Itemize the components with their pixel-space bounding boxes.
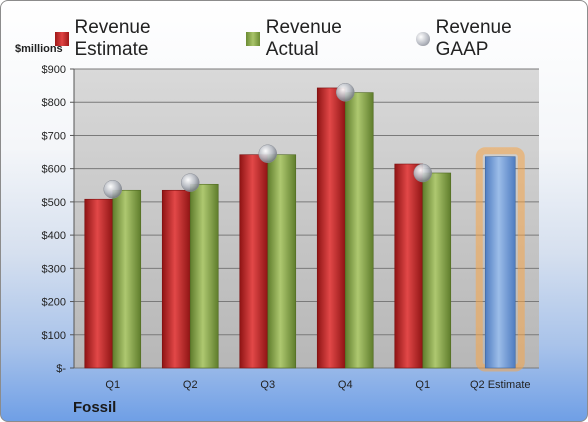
legend-swatch-revenue-actual (246, 32, 260, 46)
y-tick-label: $300 (42, 263, 66, 275)
bar-revenue-actual (112, 189, 142, 369)
x-axis-ticks: Q1 Q2 Q3 Q4 Q1 Q2 Estimate (105, 379, 530, 391)
legend-item-revenue-actual: Revenue Actual (246, 17, 394, 61)
legend-swatch-revenue-estimate (55, 32, 69, 46)
bar-revenue-actual (344, 92, 374, 369)
bar-revenue-estimate (161, 189, 191, 369)
marker-revenue-gaap (336, 83, 355, 102)
company-name: Fossil (73, 399, 117, 416)
grid-lines (70, 68, 539, 369)
bar-revenue-estimate (239, 154, 269, 369)
bar-revenue-actual (422, 172, 452, 369)
legend-label-revenue-gaap: Revenue GAAP (435, 17, 512, 60)
marker-revenue-gaap (103, 180, 122, 199)
x-tick-label: Q1 (105, 379, 120, 391)
y-tick-label: $200 (42, 297, 66, 309)
plot-area-background (74, 69, 539, 368)
chart-legend: Revenue Estimate Revenue Actual Revenue … (55, 17, 587, 61)
y-tick-label: $800 (42, 97, 66, 109)
y-axis-ticks: $- $100 $200 $300 $400 $500 $600 $700 $800 $900 (42, 64, 67, 375)
y-tick-label: $900 (42, 64, 66, 76)
legend-label-revenue-actual: Revenue Actual (265, 17, 342, 60)
y-tick-label: $- (56, 363, 66, 375)
x-tick-label: Q3 (260, 379, 275, 391)
bar-revenue-estimate (84, 198, 114, 369)
y-tick-label: $700 (42, 130, 66, 142)
bars (84, 87, 525, 372)
marker-revenue-gaap (258, 144, 277, 163)
bar-revenue-estimate (316, 87, 346, 369)
marker-revenue-gaap (181, 173, 200, 192)
x-tick-label: Q2 Estimate (470, 379, 531, 391)
x-tick-label: Q2 (183, 379, 198, 391)
bar-revenue-actual (189, 183, 219, 369)
x-tick-label: Q1 (415, 379, 430, 391)
bar-revenue-estimate-q2 (484, 156, 516, 369)
x-tick-label: Q4 (338, 379, 353, 391)
legend-item-revenue-estimate: Revenue Estimate (55, 17, 224, 61)
legend-item-revenue-gaap: Revenue GAAP (416, 17, 565, 61)
bar-revenue-actual (267, 154, 297, 369)
gaap-markers (103, 83, 432, 199)
legend-label-revenue-estimate: Revenue Estimate (74, 17, 151, 60)
y-tick-label: $100 (42, 330, 66, 342)
legend-swatch-revenue-gaap (416, 32, 430, 46)
y-axis-unit-label: $millions (15, 43, 63, 55)
y-tick-label: $600 (42, 164, 66, 176)
bar-revenue-estimate (394, 163, 424, 369)
y-tick-label: $500 (42, 197, 66, 209)
y-tick-label: $400 (42, 230, 66, 242)
marker-revenue-gaap (413, 163, 432, 183)
